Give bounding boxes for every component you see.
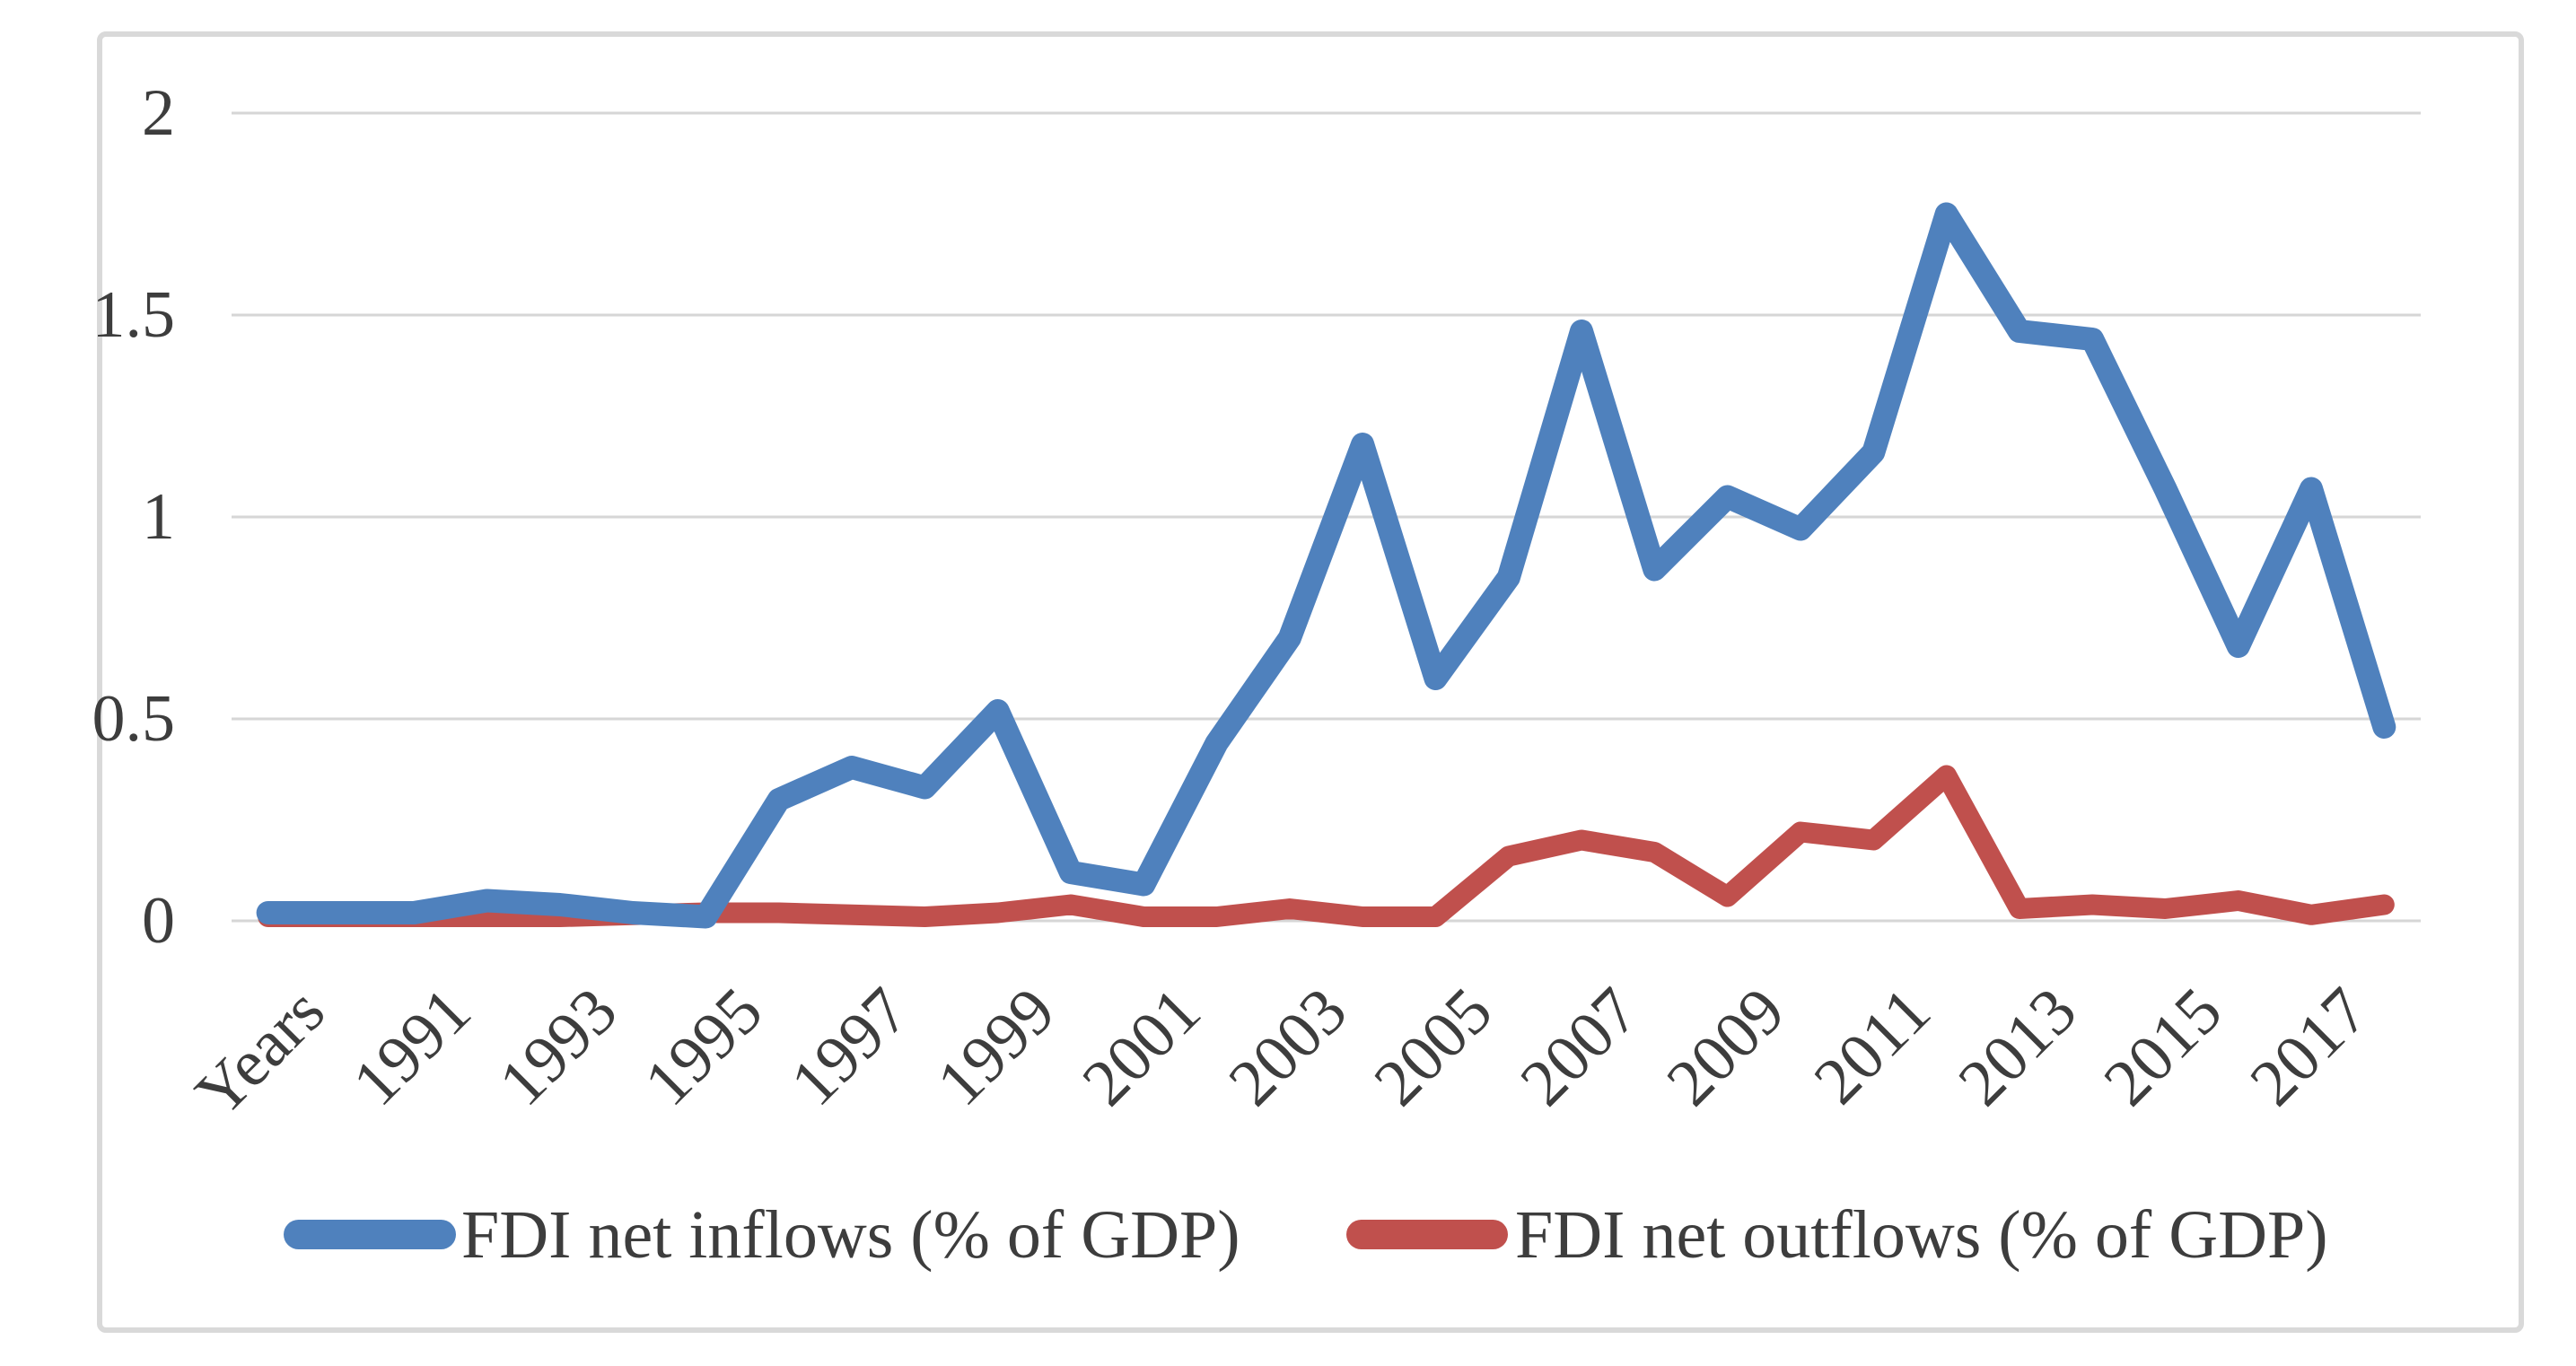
inflows-legend-label: FDI net inflows (% of GDP) bbox=[461, 1197, 1240, 1273]
y-axis-tick-label: 0.5 bbox=[92, 682, 176, 756]
y-axis-tick-label: 0 bbox=[142, 884, 175, 958]
y-axis-tick-label: 2 bbox=[142, 76, 175, 150]
outflows-legend-label: FDI net outflows (% of GDP) bbox=[1515, 1197, 2328, 1273]
inflows-legend-marker bbox=[284, 1220, 456, 1249]
y-axis-tick-label: 1 bbox=[142, 480, 175, 554]
outflows-series-line bbox=[258, 765, 2395, 927]
outflows-legend-marker bbox=[1346, 1220, 1508, 1249]
inflows-series-line bbox=[256, 202, 2396, 929]
chart-border bbox=[97, 31, 2524, 1333]
legend: FDI net inflows (% of GDP) FDI net outfl… bbox=[0, 1197, 2576, 1301]
y-axis-tick-label: 1.5 bbox=[92, 278, 176, 352]
